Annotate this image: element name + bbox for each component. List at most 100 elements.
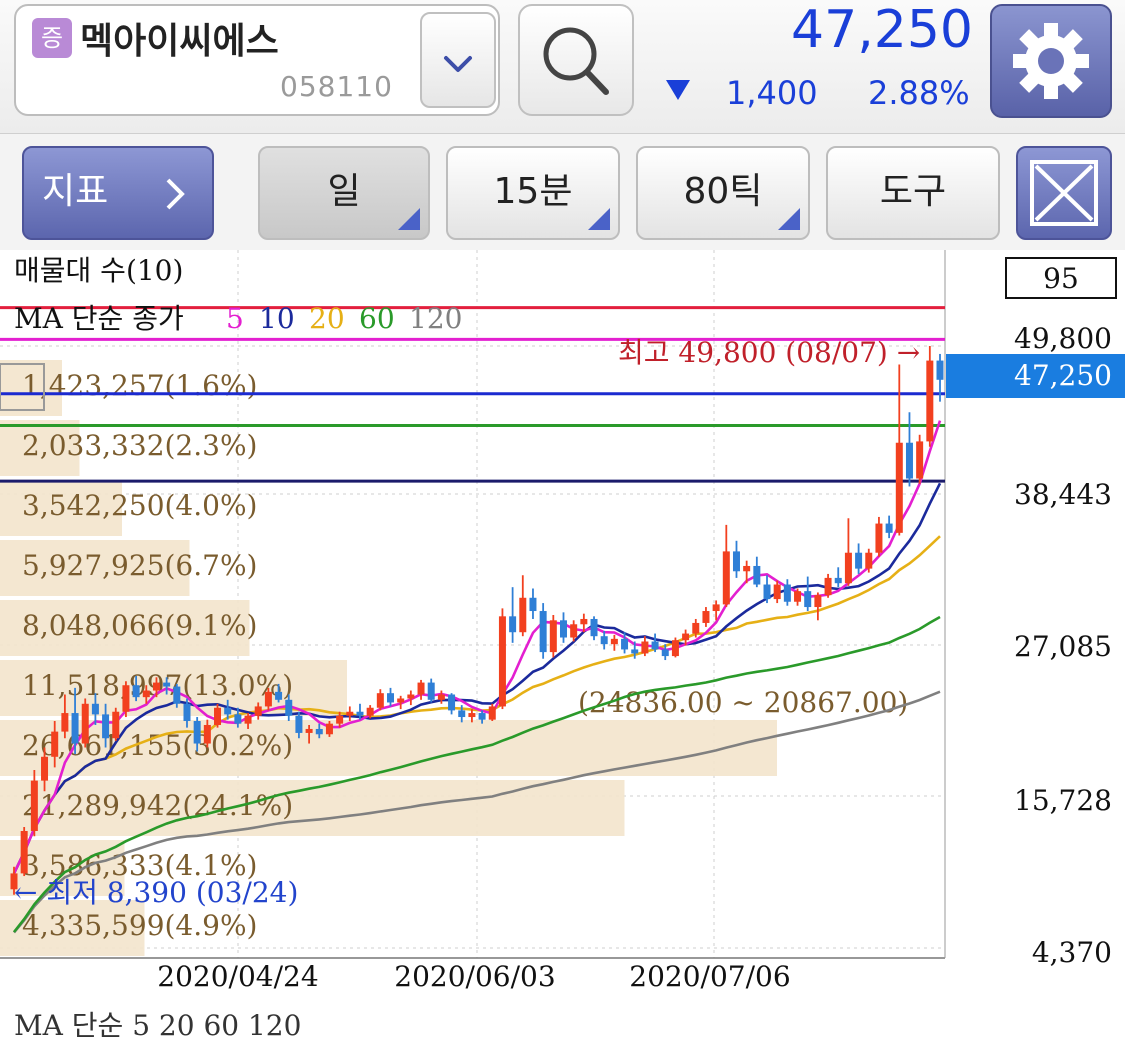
candle-up bbox=[498, 616, 506, 707]
tools-button[interactable]: 도구 bbox=[826, 146, 1000, 240]
candle-down bbox=[224, 707, 232, 715]
chevron-down-icon bbox=[444, 56, 472, 72]
chart-labels: 매물대 수(10) MA 단순 종가 5 10 20 60 120 최고 49,800 (08… bbox=[0, 254, 920, 909]
x-axis: 2020/04/24 2020/06/03 2020/07/06 bbox=[157, 960, 790, 993]
candle-down bbox=[102, 714, 110, 739]
expand-icon bbox=[1030, 160, 1098, 226]
candle-down bbox=[91, 703, 99, 715]
ma-period-label: 20 bbox=[309, 302, 345, 335]
bottom-ma-label: MA 단순 5 20 60 120 bbox=[14, 1009, 302, 1042]
candle-up bbox=[875, 523, 883, 553]
candle-down bbox=[855, 552, 863, 569]
stock-type-badge: 증 bbox=[32, 18, 72, 58]
candle-up bbox=[824, 577, 832, 596]
y-axis: 95 49,800 47,250 38,443 27,085 15,728 4,370 bbox=[946, 257, 1125, 969]
stock-dropdown-button[interactable] bbox=[420, 12, 496, 108]
candle-down bbox=[295, 715, 303, 733]
search-button[interactable] bbox=[518, 4, 634, 116]
candle-up bbox=[244, 715, 252, 724]
y-axis-label: 27,085 bbox=[1014, 630, 1112, 663]
candle-up bbox=[549, 620, 557, 653]
candle-up bbox=[916, 441, 924, 479]
y-axis-label: 49,800 bbox=[1014, 322, 1112, 355]
candle-up bbox=[61, 713, 69, 732]
candle-down bbox=[183, 703, 191, 722]
volume-profile-bar bbox=[0, 360, 62, 416]
candle-down bbox=[763, 584, 771, 600]
y-axis-label: 38,443 bbox=[1014, 478, 1112, 511]
candle-up bbox=[926, 360, 934, 442]
candle-down bbox=[631, 649, 639, 654]
candle-up bbox=[702, 611, 710, 623]
candle-down bbox=[539, 611, 547, 653]
fullscreen-button[interactable] bbox=[1016, 146, 1112, 240]
period-15min-label: 15분 bbox=[493, 171, 573, 212]
price-change: 1,400 bbox=[726, 74, 818, 112]
candle-down bbox=[193, 721, 201, 744]
chevron-right-icon bbox=[166, 178, 185, 210]
period-day-button[interactable]: 일 bbox=[258, 146, 430, 240]
candle-up bbox=[610, 638, 618, 645]
volume-profile-label: 1,423,257(1.6%) bbox=[22, 369, 257, 402]
tools-label: 도구 bbox=[879, 171, 947, 212]
period-day-label: 일 bbox=[327, 171, 361, 212]
volume-profile-title: 매물대 수(10) bbox=[14, 254, 183, 287]
candle-up bbox=[417, 682, 425, 695]
stock-selector[interactable]: 증 멕아이씨에스 058110 bbox=[14, 4, 500, 116]
candle-up bbox=[122, 685, 130, 712]
candle-down bbox=[621, 638, 629, 650]
price-chart[interactable]: 1,423,257(1.6%) 2,033,332(2.3%) 3,542,250(… bbox=[0, 250, 1125, 1005]
ma-period-label: 10 bbox=[259, 302, 295, 335]
chart-toolbar: 지표 일 15분 80틱 도구 bbox=[0, 134, 1125, 251]
candle-up bbox=[570, 624, 578, 638]
cursor-box bbox=[0, 363, 45, 411]
dropdown-corner-icon bbox=[398, 208, 420, 230]
candle-down bbox=[600, 636, 608, 645]
candle-up bbox=[844, 552, 852, 584]
candle-up bbox=[10, 873, 18, 890]
candle-down bbox=[163, 682, 171, 687]
period-15min-button[interactable]: 15분 bbox=[446, 146, 620, 240]
candle-up bbox=[366, 707, 374, 716]
candle-up bbox=[641, 641, 649, 654]
candle-up bbox=[142, 690, 150, 698]
candle-up bbox=[794, 591, 802, 602]
candle-up bbox=[712, 604, 720, 612]
volume-axis-value: 95 bbox=[1043, 262, 1079, 295]
volume-profile-label: 21,289,942(24.1%) bbox=[22, 789, 293, 822]
candle-down bbox=[661, 649, 669, 657]
candle-down bbox=[590, 618, 598, 637]
dropdown-corner-icon bbox=[588, 208, 610, 230]
candle-up bbox=[692, 622, 700, 634]
candle-up bbox=[112, 711, 120, 739]
period-80tick-button[interactable]: 80틱 bbox=[636, 146, 810, 240]
candle-down bbox=[356, 711, 364, 716]
price-change-percent: 2.88% bbox=[868, 74, 970, 112]
candle-down bbox=[651, 641, 659, 650]
candle-down bbox=[132, 685, 140, 698]
candle-down bbox=[234, 714, 242, 724]
x-axis-label: 2020/06/03 bbox=[394, 960, 555, 993]
candle-up bbox=[468, 713, 476, 718]
stock-name: 멕아이씨에스 bbox=[80, 21, 279, 62]
volume-profile-range-label: (24836.00 ~ 20867.00) bbox=[578, 686, 908, 719]
candle-down bbox=[783, 584, 791, 602]
current-price: 47,250 bbox=[791, 0, 973, 60]
candle-up bbox=[214, 707, 222, 725]
candle-down bbox=[275, 691, 283, 700]
candles bbox=[10, 346, 944, 895]
current-price-tag-label: 47,250 bbox=[1014, 359, 1112, 392]
candle-up bbox=[254, 706, 262, 716]
high-price-label: 최고 49,800 (08/07) → bbox=[618, 336, 920, 369]
y-axis-label: 15,728 bbox=[1014, 784, 1112, 817]
low-price-label: ← 최저 8,390 (03/24) bbox=[14, 876, 298, 909]
settings-button[interactable] bbox=[990, 4, 1112, 118]
indicator-label: 지표 bbox=[42, 171, 109, 212]
candle-down bbox=[427, 682, 435, 700]
current-price-tag bbox=[946, 354, 1125, 398]
ma-line bbox=[12, 690, 941, 934]
volume-profile-bar bbox=[0, 540, 190, 596]
candle-down bbox=[458, 710, 466, 718]
indicator-button[interactable]: 지표 bbox=[22, 146, 214, 240]
stock-code: 058110 bbox=[280, 70, 393, 103]
